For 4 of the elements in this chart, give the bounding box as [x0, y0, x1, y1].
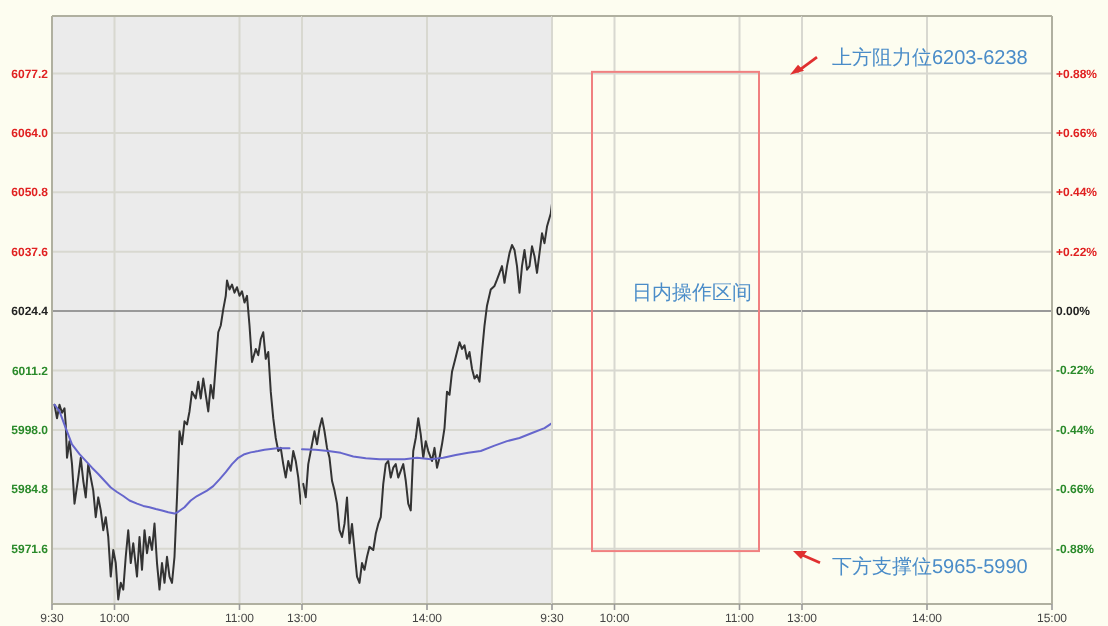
annotation: 上方阻力位6203-6238: [832, 46, 1029, 71]
annotation: 日内操作区间: [632, 281, 752, 306]
annotation: 下方支撑位5965-5990: [832, 554, 1029, 579]
line-series: [53, 403, 291, 515]
